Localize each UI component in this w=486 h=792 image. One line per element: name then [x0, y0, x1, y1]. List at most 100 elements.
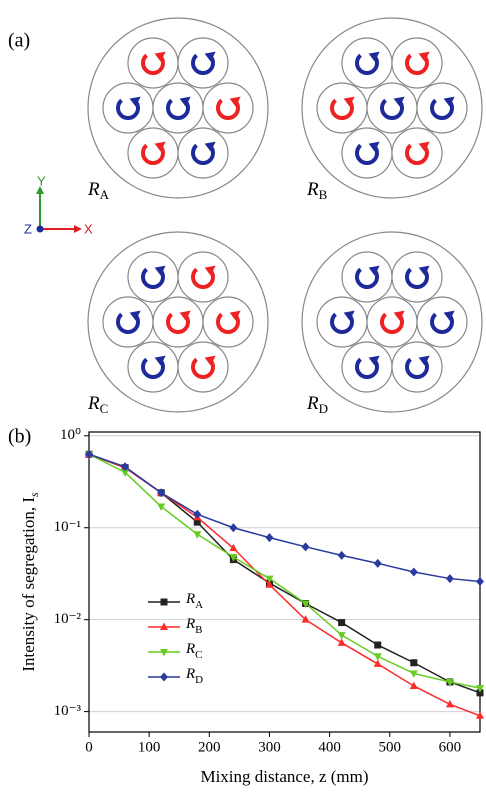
data-point [338, 619, 346, 627]
element-circle [416, 296, 468, 348]
data-point [337, 632, 346, 640]
rotation-arrow [355, 267, 379, 289]
rotation-arrow [430, 312, 454, 334]
rotation-arrow [330, 312, 354, 334]
rotation-arrow [166, 98, 190, 120]
mixer-label: RC [87, 393, 108, 416]
data-point [85, 449, 93, 459]
data-point [445, 678, 454, 687]
element-circle [127, 127, 179, 179]
panel-label: (a) [8, 30, 30, 52]
rotation-arrow [380, 98, 404, 120]
rotation-arrow [191, 143, 215, 165]
mixer-label: RB [306, 179, 328, 202]
data-point [121, 462, 130, 472]
element-circle [177, 127, 229, 179]
data-point [374, 641, 382, 649]
rotation-arrow [141, 53, 165, 75]
y-tick-label: 10⁻² [54, 611, 82, 627]
element-circle [177, 251, 229, 303]
arrow-head [368, 141, 380, 152]
y-tick-label: 10⁻¹ [54, 519, 81, 535]
arrow-head [129, 310, 141, 321]
arrow-head [204, 355, 216, 366]
element-circle [341, 341, 393, 393]
arrow-head [179, 310, 191, 321]
legend-label: RD [185, 666, 203, 685]
rotation-arrow [355, 53, 379, 75]
element-circle [391, 127, 443, 179]
plot-frame [88, 431, 481, 733]
rotation-arrow [141, 143, 165, 165]
arrow-head [368, 265, 380, 276]
element-circle [102, 296, 154, 348]
data-point [160, 622, 168, 630]
y-axis-label: Intensity of segregation, Is [19, 492, 41, 672]
legend-label: RA [185, 591, 203, 610]
element-circle [341, 127, 393, 179]
element-circle [316, 82, 368, 134]
arrow-head [154, 265, 166, 276]
data-point [373, 653, 382, 661]
data-point [157, 488, 166, 498]
data-point [265, 575, 274, 584]
arrow-head [129, 96, 141, 107]
axis-name: Z [24, 221, 32, 236]
element-circle [391, 37, 443, 89]
element-circle [366, 296, 418, 348]
data-point [476, 711, 484, 719]
arrow-head [418, 265, 430, 276]
x-tick-label: 500 [379, 739, 402, 755]
arrow-head [74, 225, 82, 233]
y-tick-label: 10⁰ [60, 427, 81, 443]
element-circle [127, 251, 179, 303]
rotation-arrow [405, 53, 429, 75]
data-point [409, 681, 418, 689]
arrow-head [154, 355, 166, 366]
element-circle [127, 341, 179, 393]
data-point [373, 558, 382, 568]
data-point [301, 600, 310, 608]
element-circle [416, 82, 468, 134]
data-point [160, 598, 168, 606]
mixer-label: RD [306, 393, 328, 416]
arrow-head [418, 355, 430, 366]
arrow-head [343, 310, 355, 321]
rotation-arrow [405, 267, 429, 289]
arrow-head [368, 51, 380, 62]
arrow-head [154, 51, 166, 62]
z-axis-dot [36, 225, 44, 233]
element-circle [341, 37, 393, 89]
series-line [88, 453, 481, 583]
data-point [160, 672, 168, 682]
data-point [409, 567, 418, 577]
rotation-arrow [405, 143, 429, 165]
rotation-arrow [116, 312, 140, 334]
rotation-arrow [355, 357, 379, 379]
legend-label: RC [185, 641, 203, 660]
rotation-arrow [191, 53, 215, 75]
x-tick-label: 100 [138, 739, 161, 755]
element-circle [202, 82, 254, 134]
arrow-head [204, 51, 216, 62]
rotation-arrow [141, 267, 165, 289]
arrow-head [229, 96, 241, 107]
arrow-head [393, 96, 405, 107]
arrow-head [443, 96, 455, 107]
data-point [410, 659, 418, 667]
element-circle [316, 296, 368, 348]
element-circle [366, 82, 418, 134]
panel-label: (b) [8, 426, 31, 448]
data-point [409, 670, 418, 678]
element-circle [152, 82, 204, 134]
data-point [193, 531, 202, 539]
rotation-arrow [191, 357, 215, 379]
data-point [337, 550, 346, 560]
arrow-head [343, 96, 355, 107]
data-point [160, 649, 168, 657]
element-circle [202, 296, 254, 348]
x-axis-label: Mixing distance, z (mm) [200, 767, 368, 786]
data-point [265, 533, 274, 543]
x-tick-label: 200 [198, 739, 221, 755]
